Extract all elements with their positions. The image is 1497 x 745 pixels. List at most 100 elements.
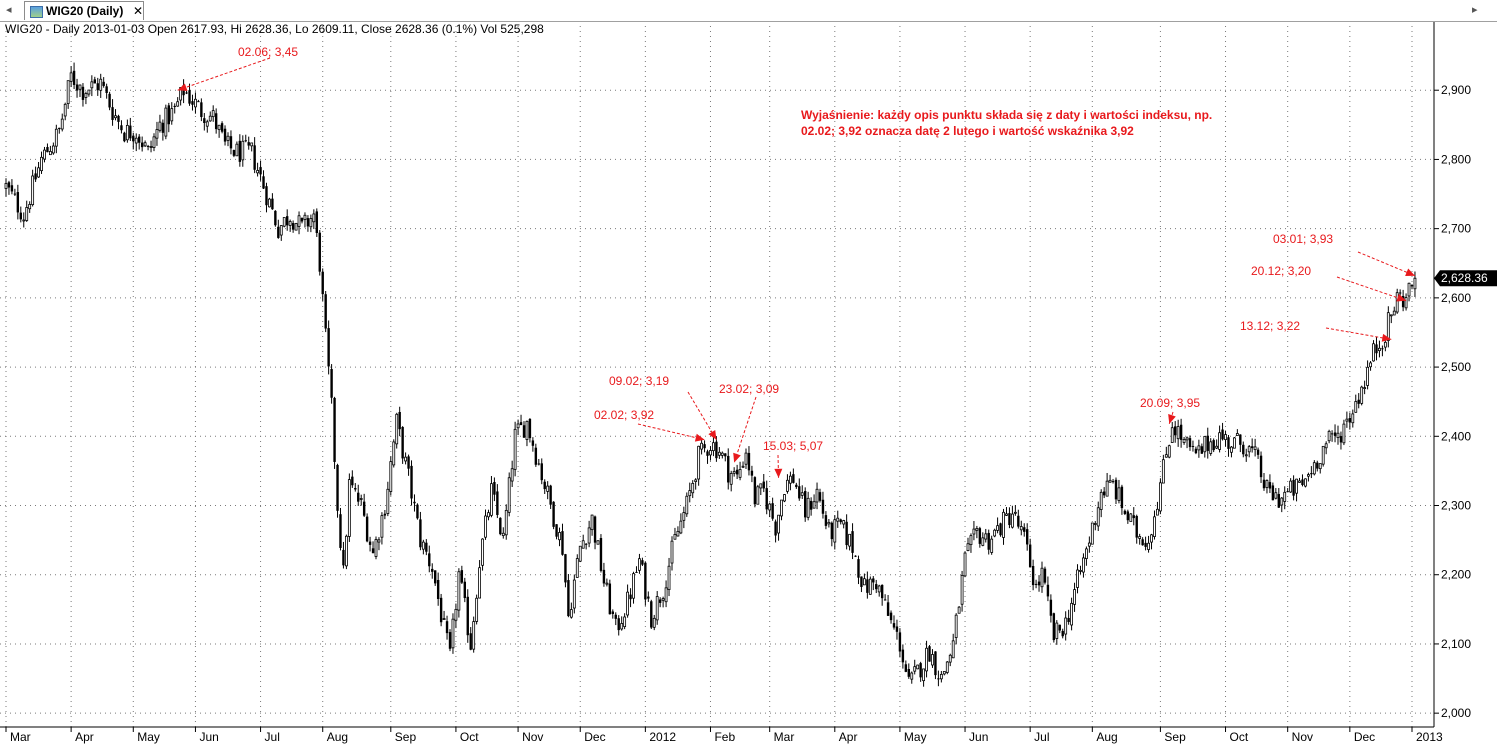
candle-body-up: [1197, 445, 1201, 451]
candle-body-down: [1023, 527, 1026, 532]
candle-body-up: [170, 108, 174, 122]
x-axis-ticks: Mar Apr May Jun Jul Aug Sep Oct Nov Dec 2012 Feb Mar…: [5, 727, 1443, 744]
candle-body-up: [1093, 523, 1097, 525]
close-tab-icon[interactable]: ✕: [133, 4, 144, 18]
candle-body-up: [256, 170, 260, 174]
candle-body-up: [1203, 436, 1207, 453]
candle-body-up: [344, 535, 348, 567]
x-tick-label: Oct: [1230, 730, 1249, 744]
candle-body-up: [481, 538, 484, 566]
x-tick-label: May: [137, 730, 160, 744]
candle-body-up: [1105, 480, 1109, 497]
candle-body-up: [507, 477, 511, 513]
candle-body-up: [685, 495, 689, 515]
candle-body-up: [241, 140, 245, 161]
candle-body-down: [892, 623, 896, 628]
candle-body-down: [431, 568, 434, 572]
candle-body-down: [291, 223, 295, 230]
candle-body-up: [1079, 570, 1082, 572]
candle-body-up: [54, 128, 58, 147]
candle-body-up: [1108, 479, 1112, 483]
candle-body-down: [753, 477, 757, 505]
candle-body-up: [114, 115, 117, 119]
candle-body-up: [546, 485, 550, 492]
candle-body-up: [1404, 297, 1408, 309]
candle-body-down: [1277, 494, 1280, 508]
annotation-label: 09.02; 3,19: [609, 374, 669, 388]
candle-body-down: [658, 599, 662, 603]
candle-body-up: [842, 520, 846, 525]
candle-body-up: [421, 541, 425, 550]
candle-body-up: [1224, 434, 1227, 440]
candle-body-up: [1363, 387, 1367, 389]
candle-body-up: [741, 465, 745, 468]
candle-body-down: [895, 626, 899, 632]
candle-body-down: [561, 531, 564, 555]
candle-body-up: [1170, 427, 1174, 443]
scroll-right-icon[interactable]: ▸: [1472, 4, 1478, 16]
candle-body-up: [525, 420, 529, 440]
candle-body-down: [244, 140, 247, 142]
candle-body-up: [404, 456, 408, 462]
candle-body-down: [1212, 440, 1215, 451]
candle-body-up: [963, 552, 967, 577]
candle-body-up: [910, 672, 914, 680]
candle-body-up: [581, 540, 585, 549]
annotation-arrow: [1336, 276, 1407, 302]
candle-body-down: [315, 211, 318, 233]
candle-body-down: [1179, 424, 1183, 440]
annotation-arrowhead: [774, 468, 783, 478]
tab-label: WIG20 (Daily): [46, 4, 124, 18]
candle-body-down: [300, 217, 304, 222]
x-tick-label: Apr: [839, 730, 858, 744]
candle-body-up: [66, 80, 70, 104]
candle-body-down: [534, 447, 538, 465]
candle-body-down: [362, 501, 366, 516]
candle-body-up: [288, 221, 292, 226]
annotation-arrow: [177, 57, 271, 91]
candle-body-up: [717, 451, 721, 456]
candle-body-down: [1046, 584, 1050, 597]
candle-body-down: [493, 481, 496, 495]
candle-body-down: [1339, 436, 1343, 443]
candle-body-down: [1141, 539, 1144, 546]
scroll-left-icon[interactable]: ◂: [6, 4, 12, 16]
candle-body-down: [1301, 479, 1304, 486]
candle-body-down: [1008, 513, 1011, 526]
candle-body-up: [1235, 433, 1239, 436]
candle-body-up: [783, 494, 786, 502]
y-axis-panel: [1434, 0, 1497, 745]
candle-body-up: [69, 72, 73, 82]
x-tick-label: Dec: [584, 730, 605, 744]
x-tick-label: Jun: [969, 730, 988, 744]
candle-body-up: [28, 203, 32, 210]
candle-body-down: [1052, 613, 1056, 641]
candle-body-up: [472, 621, 476, 650]
candle-body-down: [1049, 599, 1053, 616]
candle-body-down: [999, 523, 1002, 536]
candle-body-up: [1298, 480, 1301, 483]
candle-body-down: [466, 596, 469, 636]
candle-body-down: [499, 517, 502, 535]
annotation-arrow: [1357, 251, 1416, 277]
candle-body-down: [368, 541, 372, 545]
candle-body-up: [720, 452, 724, 456]
candle-body-up: [575, 558, 579, 578]
x-tick-label: Mar: [10, 730, 31, 744]
candle-body-up: [1324, 443, 1328, 449]
candle-body-up: [1280, 497, 1284, 506]
candle-body-up: [1147, 542, 1150, 550]
candle-body-up: [1386, 312, 1390, 341]
candle-body-down: [72, 70, 76, 85]
tab-wig20-daily[interactable]: WIG20 (Daily) ✕: [24, 1, 144, 20]
candle-body-up: [744, 452, 748, 465]
x-tick-label: Jul: [1034, 730, 1049, 744]
candle-body-down: [318, 232, 321, 272]
candle-body-up: [590, 514, 594, 531]
candle-body-down: [1286, 491, 1289, 493]
candle-body-down: [371, 548, 375, 554]
candle-body-down: [1135, 515, 1138, 538]
candle-body-down: [762, 481, 765, 489]
candle-body-up: [43, 149, 46, 160]
candle-body-up: [623, 616, 627, 628]
